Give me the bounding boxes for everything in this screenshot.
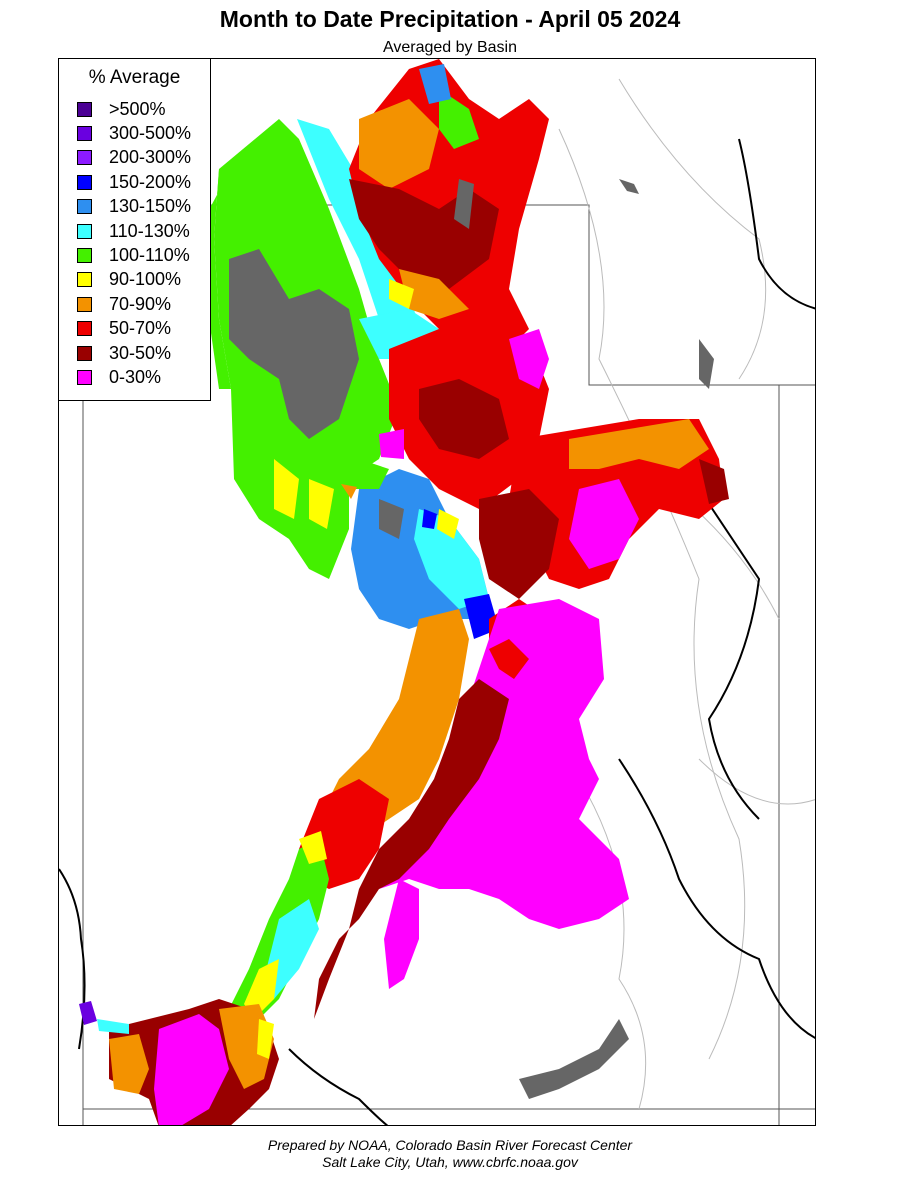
region-cyan-north [297,119,419,359]
region-central [379,329,549,509]
legend-label: 150-200% [109,171,192,192]
legend-swatch [77,296,92,312]
legend-item: 130-150% [77,196,192,217]
legend-item: 110-130% [77,221,190,241]
map-title: Month to Date Precipitation - April 05 2… [219,6,681,32]
legend-swatch [77,125,92,141]
legend-swatch [77,247,92,263]
legend-item: 150-200% [77,172,191,192]
legend-swatch [77,174,92,190]
legend-label: 70-90% [109,293,172,314]
legend-title: % Average [88,67,181,88]
region-magenta-south [314,599,629,1019]
credit-line-1: Prepared by NOAA, Colorado Basin River F… [267,1137,633,1153]
legend-label: 50-70% [109,318,172,339]
legend-item: 300-500% [77,123,191,143]
legend: % Average >500% 300-500% 200-300% 150-200% 1… [58,58,211,401]
legend-swatch [77,223,92,239]
region-bottom-left [79,999,279,1125]
river-lines [558,78,815,1110]
legend-item: 0-30% [77,367,161,387]
legend-swatch [77,101,92,117]
legend-label: 110-130% [109,220,190,241]
legend-item: 70-90% [77,294,171,314]
map-canvas [59,59,815,1125]
legend-label: 130-150% [109,196,192,217]
legend-label: 90-100% [109,269,182,290]
map-subtitle: Averaged by Basin [382,39,517,56]
legend-swatch [77,321,92,337]
credit-line-2: Salt Lake City, Utah, www.cbrfc.noaa.gov [322,1154,578,1170]
legend-item: 200-300% [77,147,192,168]
legend-label: 300-500% [109,122,192,143]
legend-swatch [77,272,92,288]
legend-swatch [77,150,92,166]
region-east [479,419,729,599]
legend-label: 200-300% [109,147,192,168]
legend-swatch [77,199,92,215]
region-blue-middle [339,459,499,639]
legend-item: 30-50% [77,343,171,363]
legend-item: 90-100% [77,269,182,290]
legend-item: 50-70% [77,318,172,339]
precipitation-map[interactable] [58,58,816,1126]
legend-label: 100-110% [109,244,190,265]
region-sw-strip [229,831,329,1029]
reservoirs [519,179,714,1099]
legend-label: 30-50% [109,342,172,363]
region-upper-green [349,59,549,359]
legend-swatch [77,369,92,385]
legend-item: 100-110% [77,245,190,265]
legend-label: >500% [109,98,166,119]
legend-item: >500% [77,99,166,119]
legend-swatch [77,345,92,361]
legend-label: 0-30% [109,366,162,387]
